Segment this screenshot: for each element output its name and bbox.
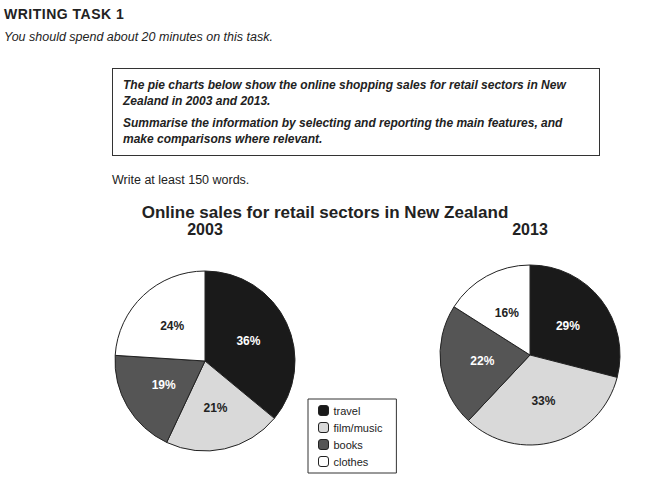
svg-text:24%: 24% — [160, 319, 184, 333]
html-text:The pie charts below show the: The pie charts below show the online sho… — [123, 78, 566, 108]
html-text:You should spend about 20 minu: You should spend about 20 minutes on thi… — [4, 30, 273, 44]
html-text:Write at least 150 words.: Write at least 150 words. — [112, 173, 250, 187]
svg-text:film/music: film/music — [334, 422, 383, 434]
svg-text:travel: travel — [334, 405, 361, 417]
svg-text:19%: 19% — [152, 378, 176, 392]
svg-text:33%: 33% — [531, 394, 555, 408]
svg-text:16%: 16% — [495, 306, 519, 320]
html-text:Summarise the information by s: Summarise the information by selecting a… — [123, 116, 563, 146]
html-text:WRITING TASK 1: WRITING TASK 1 — [4, 6, 125, 22]
svg-text:21%: 21% — [203, 401, 227, 415]
svg-text:29%: 29% — [556, 319, 580, 333]
svg-text:2003: 2003 — [187, 221, 223, 238]
svg-text:books: books — [334, 439, 364, 451]
svg-text:36%: 36% — [236, 334, 260, 348]
svg-text:22%: 22% — [470, 354, 494, 368]
svg-text:Online sales for retail sector: Online sales for retail sectors in New Z… — [142, 203, 509, 222]
svg-text:2013: 2013 — [512, 221, 548, 238]
svg-text:clothes: clothes — [334, 456, 369, 468]
